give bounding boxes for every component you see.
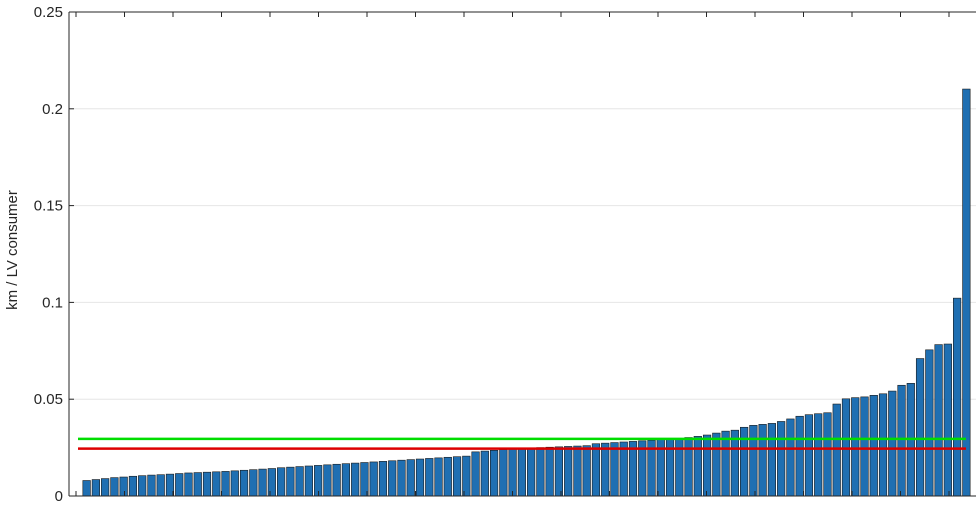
bar — [499, 449, 508, 497]
bar — [675, 438, 684, 497]
bar — [462, 455, 471, 497]
bar — [249, 469, 258, 497]
y-tick-label: 0.2 — [42, 101, 63, 118]
bar — [258, 468, 267, 497]
bar — [138, 475, 147, 497]
bar — [860, 396, 869, 497]
bar — [702, 434, 712, 497]
bar — [286, 466, 295, 497]
bar — [573, 445, 582, 497]
bar — [175, 473, 184, 497]
bar — [767, 423, 776, 497]
bar — [212, 471, 221, 497]
bar — [221, 471, 230, 497]
bar — [110, 477, 119, 497]
bar — [443, 456, 452, 497]
axes: 0 0.05 0.1 0.15 0.2 0.25 — [34, 4, 976, 505]
bar — [239, 469, 249, 497]
grid-lines — [69, 108, 976, 400]
bar — [740, 426, 749, 497]
bar — [934, 344, 943, 497]
bar — [721, 430, 730, 497]
bar — [693, 436, 702, 497]
y-tick-label: 0 — [55, 488, 63, 505]
bar — [323, 464, 332, 497]
bar — [276, 467, 286, 497]
bar — [517, 448, 526, 497]
bar — [295, 466, 304, 497]
bar — [388, 460, 397, 497]
bar — [184, 472, 193, 497]
bar — [508, 448, 517, 497]
bar — [351, 462, 360, 497]
bar — [823, 412, 832, 497]
y-tick-label: 0.05 — [34, 391, 63, 408]
bar — [147, 474, 156, 497]
bar — [128, 475, 138, 497]
bar — [786, 418, 795, 497]
bar — [332, 463, 341, 497]
bar — [795, 415, 804, 497]
bar — [545, 446, 554, 497]
y-tick-label: 0.25 — [34, 4, 63, 21]
bar — [304, 465, 313, 497]
bar — [193, 472, 202, 497]
bar — [489, 450, 499, 497]
bar — [471, 451, 480, 497]
y-tick-label: 0.15 — [34, 198, 63, 215]
bar — [360, 462, 369, 497]
bar — [397, 459, 406, 497]
bar — [202, 471, 212, 497]
bar — [869, 395, 878, 497]
bar — [953, 297, 962, 497]
bar — [406, 459, 415, 497]
bar — [591, 443, 601, 497]
bar — [878, 393, 888, 497]
bar — [915, 358, 925, 497]
bar — [119, 476, 128, 497]
bar — [267, 468, 276, 497]
bar — [425, 458, 434, 497]
bar — [434, 457, 443, 497]
bar — [91, 479, 100, 497]
bar — [536, 447, 545, 497]
bar — [582, 445, 591, 497]
bar — [82, 480, 91, 497]
bar — [712, 432, 721, 497]
bar — [527, 447, 536, 497]
bar — [452, 456, 462, 497]
bar — [684, 437, 693, 497]
y-axis-label: km / LV consumer — [4, 190, 21, 310]
bar — [777, 421, 786, 497]
bar — [925, 349, 934, 497]
bar — [814, 413, 823, 497]
bar — [832, 403, 841, 497]
bar — [101, 478, 110, 497]
bar — [888, 390, 897, 497]
bar — [943, 343, 952, 497]
bar — [156, 474, 165, 497]
bar — [564, 446, 573, 497]
bar — [480, 450, 489, 497]
bar — [749, 425, 758, 497]
reference-lines — [78, 437, 966, 450]
bar — [851, 397, 860, 497]
bar — [601, 442, 610, 497]
bar — [619, 441, 628, 497]
bar — [230, 470, 239, 497]
bar — [804, 414, 814, 497]
bar — [341, 463, 351, 497]
bar — [962, 88, 971, 497]
bar — [415, 458, 425, 497]
bar — [610, 442, 619, 497]
bar — [758, 424, 767, 497]
bar — [897, 384, 906, 497]
y-tick-label: 0.1 — [42, 294, 63, 311]
bar-series — [82, 88, 971, 497]
bar — [369, 461, 378, 497]
bar — [378, 461, 388, 497]
bar — [554, 446, 563, 497]
